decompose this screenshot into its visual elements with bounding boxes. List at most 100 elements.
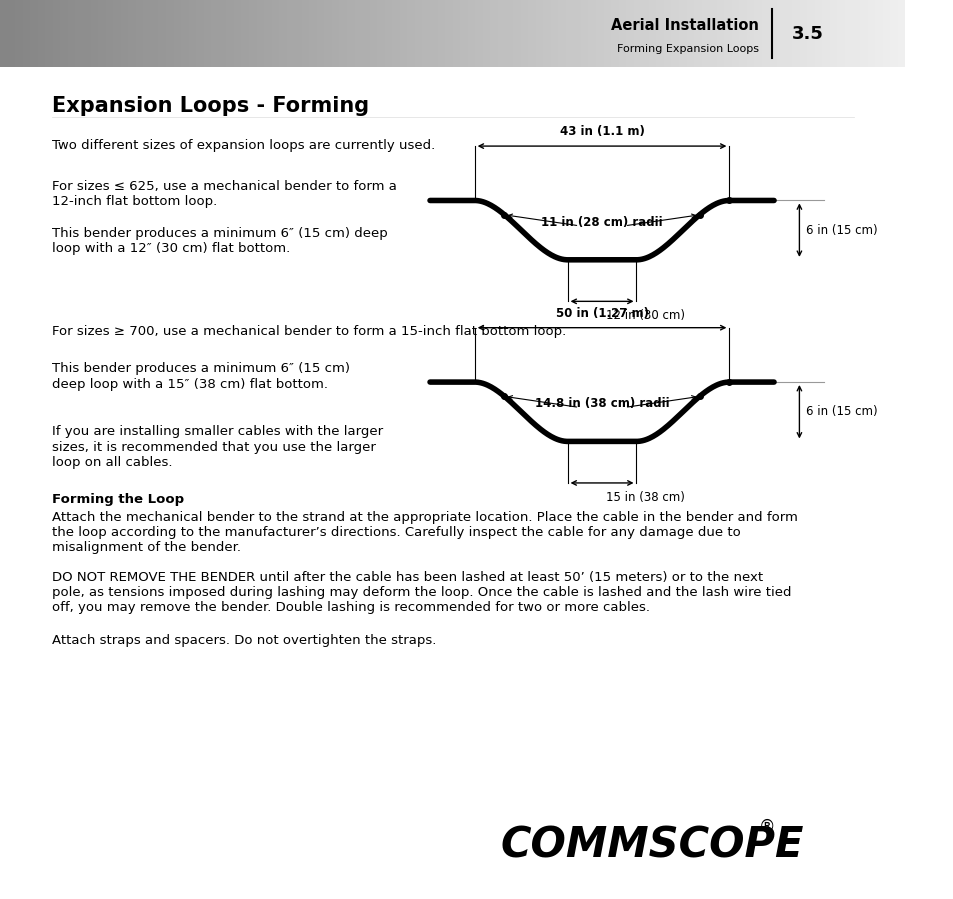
Text: 43 in (1.1 m): 43 in (1.1 m) — [559, 125, 644, 138]
Text: 50 in (1.27 m): 50 in (1.27 m) — [555, 307, 648, 320]
Bar — [799, 0, 808, 67]
Bar — [611, 0, 619, 67]
Bar — [618, 0, 627, 67]
Text: misalignment of the bender.: misalignment of the bender. — [51, 541, 240, 554]
Bar — [264, 0, 274, 67]
Bar — [0, 0, 10, 67]
Bar — [23, 0, 32, 67]
Bar — [309, 0, 318, 67]
Bar — [128, 0, 137, 67]
Bar — [370, 0, 378, 67]
Bar — [528, 0, 537, 67]
Bar — [256, 0, 266, 67]
Text: off, you may remove the bender. Double lashing is recommended for two or more ca: off, you may remove the bender. Double l… — [51, 601, 649, 614]
Bar — [287, 0, 295, 67]
Text: 11 in (28 cm) radii: 11 in (28 cm) radii — [540, 216, 662, 228]
Text: Forming Expansion Loops: Forming Expansion Loops — [616, 43, 758, 54]
Bar — [279, 0, 288, 67]
Bar — [746, 0, 756, 67]
Bar — [415, 0, 424, 67]
Text: 6 in (15 cm): 6 in (15 cm) — [805, 224, 877, 236]
Bar — [272, 0, 281, 67]
Bar — [399, 0, 409, 67]
Text: This bender produces a minimum 6″ (15 cm): This bender produces a minimum 6″ (15 cm… — [51, 362, 349, 375]
Bar — [897, 0, 906, 67]
Text: loop on all cables.: loop on all cables. — [51, 456, 172, 468]
Bar — [30, 0, 39, 67]
Bar — [392, 0, 401, 67]
Text: Two different sizes of expansion loops are currently used.: Two different sizes of expansion loops a… — [51, 139, 435, 152]
Bar — [83, 0, 92, 67]
Bar — [783, 0, 793, 67]
Bar — [355, 0, 363, 67]
Bar — [513, 0, 522, 67]
Bar — [362, 0, 371, 67]
Bar — [158, 0, 168, 67]
Bar — [490, 0, 499, 67]
Bar — [151, 0, 160, 67]
Bar — [437, 0, 446, 67]
Bar — [497, 0, 507, 67]
Text: 15 in (38 cm): 15 in (38 cm) — [605, 491, 684, 503]
Bar — [731, 0, 740, 67]
Text: 6 in (15 cm): 6 in (15 cm) — [805, 405, 877, 418]
Bar — [625, 0, 635, 67]
Bar — [821, 0, 831, 67]
Text: This bender produces a minimum 6″ (15 cm) deep: This bender produces a minimum 6″ (15 cm… — [51, 227, 387, 239]
Bar — [663, 0, 673, 67]
Bar — [121, 0, 130, 67]
Bar — [173, 0, 183, 67]
Text: Attach straps and spacers. Do not overtighten the straps.: Attach straps and spacers. Do not overti… — [51, 634, 436, 646]
Bar — [520, 0, 529, 67]
Text: If you are installing smaller cables with the larger: If you are installing smaller cables wit… — [51, 425, 382, 438]
Bar — [226, 0, 235, 67]
Text: DO NOT REMOVE THE BENDER until after the cable has been lashed at least 50’ (15 : DO NOT REMOVE THE BENDER until after the… — [51, 571, 762, 583]
Bar — [301, 0, 311, 67]
Bar — [791, 0, 801, 67]
Bar — [45, 0, 54, 67]
Bar — [135, 0, 145, 67]
Bar — [860, 0, 868, 67]
Bar — [777, 0, 785, 67]
Bar — [700, 0, 710, 67]
Bar — [459, 0, 469, 67]
Text: deep loop with a 15″ (38 cm) flat bottom.: deep loop with a 15″ (38 cm) flat bottom… — [51, 378, 327, 390]
Text: the loop according to the manufacturer’s directions. Carefully inspect the cable: the loop according to the manufacturer’s… — [51, 526, 740, 539]
Bar — [430, 0, 439, 67]
Bar — [347, 0, 356, 67]
Bar — [558, 0, 567, 67]
Bar — [679, 0, 688, 67]
Bar — [588, 0, 598, 67]
Text: 14.8 in (38 cm) radii: 14.8 in (38 cm) radii — [535, 397, 669, 410]
Bar — [52, 0, 62, 67]
Bar — [68, 0, 77, 67]
Text: loop with a 12″ (30 cm) flat bottom.: loop with a 12″ (30 cm) flat bottom. — [51, 242, 290, 254]
Bar — [596, 0, 605, 67]
Text: For sizes ≥ 700, use a mechanical bender to form a 15-inch flat bottom loop.: For sizes ≥ 700, use a mechanical bender… — [51, 325, 565, 338]
Bar — [376, 0, 386, 67]
Bar — [814, 0, 823, 67]
Bar — [889, 0, 899, 67]
Bar — [60, 0, 70, 67]
Bar — [754, 0, 763, 67]
Bar — [671, 0, 680, 67]
Bar — [218, 0, 228, 67]
Bar — [739, 0, 748, 67]
Bar — [204, 0, 213, 67]
Bar — [211, 0, 220, 67]
Bar — [806, 0, 816, 67]
Bar — [166, 0, 175, 67]
Text: Forming the Loop: Forming the Loop — [51, 493, 184, 505]
Bar — [91, 0, 100, 67]
Text: Aerial Installation: Aerial Installation — [610, 18, 758, 33]
Bar — [550, 0, 559, 67]
Bar — [8, 0, 17, 67]
Bar — [580, 0, 590, 67]
Text: pole, as tensions imposed during lashing may deform the loop. Once the cable is : pole, as tensions imposed during lashing… — [51, 586, 790, 599]
Bar — [686, 0, 695, 67]
Bar — [189, 0, 198, 67]
Text: sizes, it is recommended that you use the larger: sizes, it is recommended that you use th… — [51, 441, 375, 453]
Bar — [407, 0, 416, 67]
Bar — [181, 0, 191, 67]
Bar — [113, 0, 122, 67]
